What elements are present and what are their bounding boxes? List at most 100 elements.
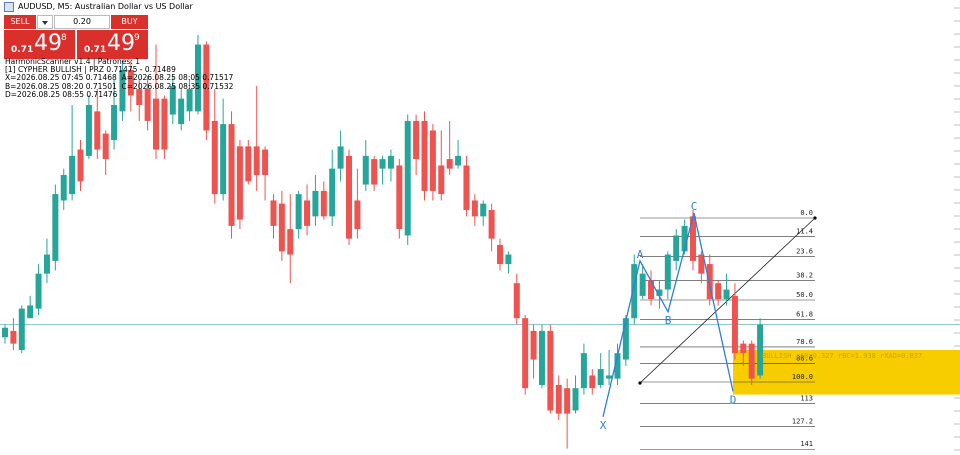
candle-body [178,98,185,125]
candle-body [740,343,747,354]
candle-body [295,194,302,230]
candle-body [69,155,76,195]
fib-label: 38.2 [796,272,813,280]
volume-input[interactable]: 0.20 [54,15,110,29]
candle-body [438,165,445,195]
window-title: AUDUSD, M5: Australian Dollar vs US Doll… [18,2,193,11]
candle-body [547,330,554,411]
fib-label: 23.6 [796,248,813,256]
candle-body [10,330,17,344]
info-line: HarmonicScanner v1.4 | Patrones: 1 [5,57,140,66]
sell-price[interactable]: 0.71 49 8 [4,30,75,59]
candle-body [572,388,579,411]
candle-body [648,280,655,300]
candle-body [27,305,34,319]
candle-body [211,120,218,195]
candle-body [194,44,201,112]
candle-body [111,105,118,140]
pattern-line [602,213,734,417]
pattern-ratios: BULLISH rAB=0.327 rBC=1.938 rXAD=0.837 [762,352,922,360]
price-big: 49 [34,31,62,56]
candle-body [354,200,361,230]
candle-body [35,273,42,309]
trade-panel: SELL 0.20 BUY 0.71 49 8 0.71 49 9 [4,15,148,59]
candle-body [320,190,327,217]
candle-body [220,124,227,195]
fib-label: 0.0 [800,209,813,217]
volume-dropdown[interactable] [37,15,53,29]
candle-body [362,155,369,185]
candle-body [85,105,92,156]
candle-body [387,155,394,169]
candle-body [186,89,193,112]
fib-label: 78.6 [796,338,813,346]
candle-body [673,235,680,261]
pattern-point-label: A [637,248,644,261]
fib-trend [639,217,816,384]
candle-body [522,318,529,389]
candle-body [312,190,319,217]
candle-body [757,324,764,376]
candle-body [538,330,545,385]
fib-label: 88.6 [796,354,813,362]
candle-body [161,98,168,150]
fib-label: 100.0 [792,373,813,381]
price-small: 8 [61,33,67,43]
candle-body [413,120,420,160]
buy-button[interactable]: BUY [111,15,148,29]
pattern-point-label: X [600,419,607,432]
pattern-point-label: B [665,314,672,327]
candle-body [698,254,705,274]
fib-anchor [638,381,642,385]
candle-body [245,146,252,182]
candle-body [228,124,235,226]
candle-body [2,327,8,338]
candle-body [153,98,160,150]
scanner-info: HarmonicScanner v1.4 | Patrones: 1 [1] CY… [5,57,234,99]
candle-body [270,200,277,226]
candle-body [77,149,84,182]
fib-label: 113 [800,394,813,402]
candle-body [169,85,176,115]
candle-body [606,375,613,379]
candle-body [631,264,638,319]
candle-body [379,159,386,169]
price-prefix: 0.71 [11,45,34,55]
candle-body [127,70,134,96]
buy-price[interactable]: 0.71 49 9 [77,30,148,59]
candle-body [455,155,462,166]
candle-body [597,369,604,385]
candle-body [287,229,294,255]
candle-body [689,216,696,261]
candle-body [236,146,243,220]
candle-body [748,343,755,379]
price-small: 9 [134,33,140,43]
info-line: D=2026.08.25 08:55 0.71476 [5,89,118,99]
candle-body [446,159,453,169]
info-line: X=2026.08.25 07:45 0.71468 A=2026.08.25 … [5,73,234,83]
candle-body [94,111,101,150]
prz-zone [733,350,960,395]
fib-label: 61.8 [796,310,813,318]
candle-body [488,210,495,239]
pattern-point-label: D [730,393,737,406]
candle-body [337,146,344,169]
pattern-point-label: C [691,200,698,213]
candle-body [505,254,512,265]
candle-body [262,149,269,175]
candle-body [52,194,59,261]
candle-body [513,283,520,319]
candle-body [530,330,537,360]
sell-button[interactable]: SELL [4,15,36,29]
candle-body [421,120,428,191]
candle-body [404,120,411,236]
candle-body [664,254,671,290]
candle-body [253,146,260,175]
candle-body [589,375,596,389]
candle-body [144,89,151,121]
candle-body [18,308,25,350]
candle-body [60,175,67,201]
price-prefix: 0.71 [84,45,107,55]
candle-body [723,289,730,300]
candle-body [371,159,378,185]
